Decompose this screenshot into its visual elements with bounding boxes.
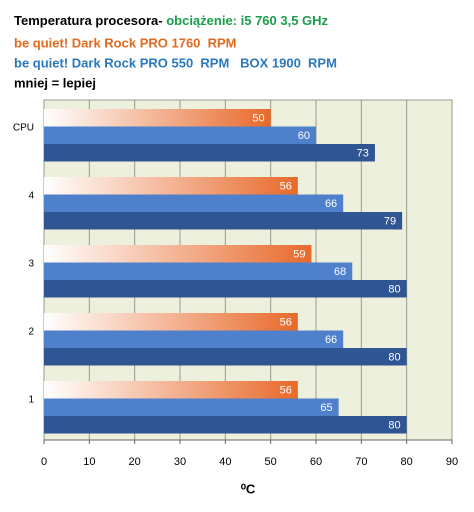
- value-label: 50: [252, 113, 264, 125]
- y-tick-label: 3: [28, 259, 34, 270]
- bar: [44, 416, 407, 434]
- value-label: 79: [384, 216, 396, 228]
- bar: [44, 330, 344, 348]
- subtitle: be quiet! Dark Rock PRO 1760 RPM: [14, 35, 237, 50]
- title-part: Temperatura procesora-: [14, 13, 166, 28]
- value-label: 56: [280, 317, 292, 329]
- bar: [44, 109, 271, 127]
- bar: [44, 348, 407, 366]
- subtitle: be quiet! Dark Rock PRO 550 RPM BOX 1900…: [14, 55, 337, 70]
- x-tick-label: 80: [401, 456, 413, 468]
- x-tick-label: 10: [83, 456, 95, 468]
- value-label: 60: [298, 130, 310, 142]
- y-tick-label: CPU: [13, 123, 34, 134]
- bar: [44, 194, 344, 212]
- y-tick-label: 4: [28, 191, 34, 202]
- value-label: 66: [325, 334, 337, 346]
- x-axis-label: ⁰C: [241, 481, 256, 496]
- x-tick-label: 0: [41, 456, 47, 468]
- x-tick-label: 30: [174, 456, 186, 468]
- y-tick-label: 1: [28, 395, 34, 406]
- y-tick-label: 2: [28, 327, 34, 338]
- value-label: 73: [357, 148, 369, 160]
- value-label: 80: [388, 352, 400, 364]
- bar: [44, 144, 375, 162]
- value-label: 80: [388, 284, 400, 296]
- x-tick-label: 60: [310, 456, 322, 468]
- value-label: 65: [320, 402, 332, 414]
- value-label: 56: [280, 385, 292, 397]
- subtitle: mniej = lepiej: [14, 75, 96, 90]
- value-label: 59: [293, 249, 305, 261]
- x-tick-label: 90: [446, 456, 458, 468]
- bar: [44, 177, 298, 195]
- value-label: 80: [388, 420, 400, 432]
- value-label: 56: [280, 181, 292, 193]
- bar: [44, 280, 407, 298]
- bar: [44, 381, 298, 399]
- x-tick-label: 20: [129, 456, 141, 468]
- chart-title: Temperatura procesora- obciążenie: i5 76…: [14, 13, 329, 28]
- x-tick-label: 40: [219, 456, 231, 468]
- bar: [44, 212, 403, 230]
- x-tick-label: 70: [355, 456, 367, 468]
- bar: [44, 245, 312, 263]
- bar: [44, 262, 353, 280]
- value-label: 68: [334, 266, 346, 278]
- x-tick-label: 50: [265, 456, 277, 468]
- title-part: obciążenie: i5 760 3,5 GHz: [166, 13, 328, 28]
- value-label: 66: [325, 198, 337, 210]
- bar: [44, 126, 316, 144]
- bar: [44, 398, 339, 416]
- bar: [44, 313, 298, 331]
